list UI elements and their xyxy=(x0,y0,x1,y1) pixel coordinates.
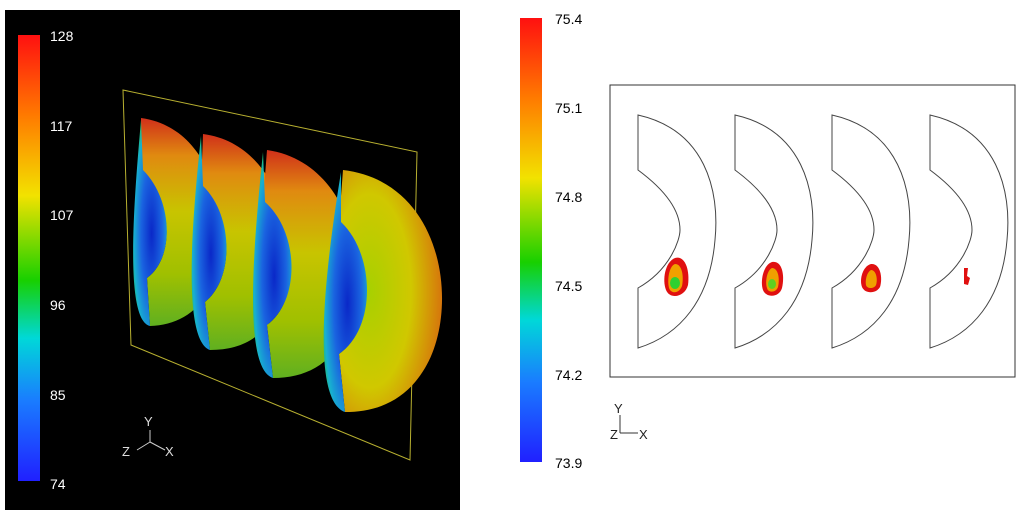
hotspot xyxy=(861,263,882,293)
slice-plane xyxy=(122,89,418,461)
left-colorbar xyxy=(18,35,40,481)
volume-slice xyxy=(323,170,443,412)
hotspot xyxy=(761,261,784,296)
right-colorbar-tick: 75.4 xyxy=(555,11,583,27)
cross-section xyxy=(831,114,911,349)
axis-triad: Y Z X xyxy=(610,401,648,442)
axis-triad: Y Z X xyxy=(122,414,174,459)
axis-label-x: X xyxy=(165,444,174,459)
right-colorbar xyxy=(520,18,542,462)
right-colorbar-tick: 75.1 xyxy=(555,100,583,116)
contour-scene: Y Z X xyxy=(609,84,1016,442)
volume-render-scene: Y Z X xyxy=(122,89,443,461)
cross-section xyxy=(929,114,1009,349)
right-colorbar-tick: 74.2 xyxy=(555,367,583,383)
axis-label-y: Y xyxy=(144,414,153,429)
left-colorbar-tick: 74 xyxy=(50,476,66,492)
axis-label-x: X xyxy=(639,427,648,442)
left-colorbar-tick: 128 xyxy=(50,28,74,44)
right-render-panel: 75.4 75.1 74.8 74.5 74.2 73.9 xyxy=(470,0,1024,515)
right-colorbar-tick: 74.5 xyxy=(555,278,583,294)
left-colorbar-tick: 117 xyxy=(50,118,73,134)
left-render-panel: 128 117 107 96 85 74 xyxy=(5,10,460,510)
hotspot xyxy=(664,257,689,297)
left-colorbar-tick: 85 xyxy=(50,387,66,403)
left-colorbar-tick: 107 xyxy=(50,207,74,223)
cross-section xyxy=(637,114,717,349)
axis-label-y: Y xyxy=(614,401,623,416)
axis-label-z: Z xyxy=(122,444,130,459)
right-colorbar-tick: 73.9 xyxy=(555,455,583,471)
axis-label-z: Z xyxy=(610,427,618,442)
left-colorbar-tick: 96 xyxy=(50,297,66,313)
hotspot xyxy=(964,268,970,285)
plot-frame xyxy=(609,84,1016,378)
cross-section xyxy=(734,114,814,349)
right-colorbar-tick: 74.8 xyxy=(555,189,583,205)
